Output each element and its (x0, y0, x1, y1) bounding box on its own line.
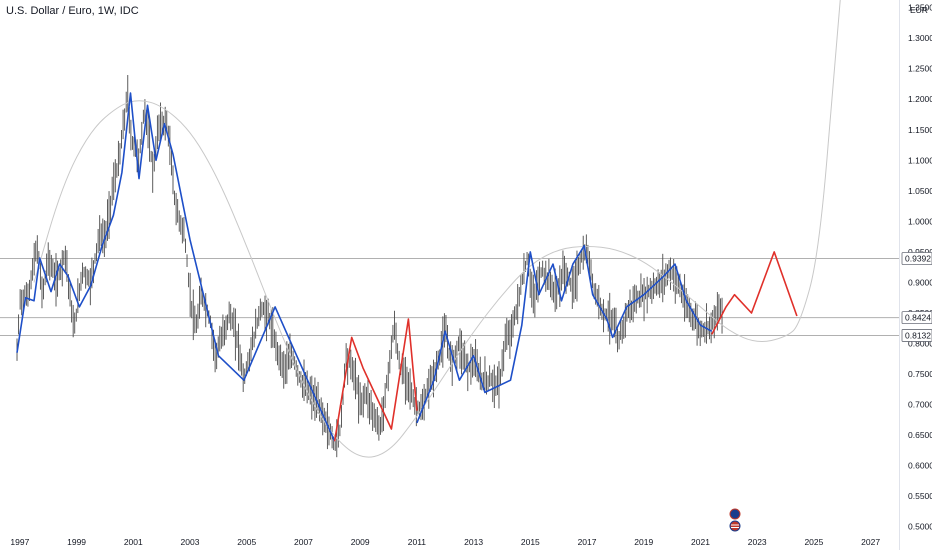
level-label-box (901, 311, 932, 325)
y-tick-label: 0.7000 (908, 400, 932, 410)
x-tick-label: 2013 (464, 537, 483, 547)
x-tick-label: 2025 (804, 537, 823, 547)
level-label: 0.9392 (905, 254, 931, 264)
y-tick-label: 0.7500 (908, 369, 932, 379)
y-tick-label: 0.8000 (908, 339, 932, 349)
cycle-arc-curve[interactable] (33, 0, 857, 458)
wave-line-blue[interactable] (416, 245, 713, 424)
wave-line-red[interactable] (333, 318, 418, 442)
y-tick-label: 1.3000 (908, 33, 932, 43)
y-tick-label: 0.5000 (908, 522, 932, 532)
level-label-box (901, 252, 932, 265)
level-label-box (901, 329, 932, 342)
level-labels: 0.9392 0.8424 0.8132 (901, 252, 932, 342)
y-tick-label: 1.1000 (908, 155, 932, 165)
event-icon[interactable] (729, 508, 741, 520)
y-tick-label: 0.6000 (908, 461, 932, 471)
x-tick-label: 2023 (748, 537, 767, 547)
x-tick-label: 1997 (10, 537, 29, 547)
horizontal-levels[interactable] (0, 258, 899, 336)
event-markers[interactable] (729, 508, 741, 532)
x-tick-label: 2011 (408, 537, 427, 547)
y-tick-label: 0.9500 (908, 247, 932, 257)
x-tick-label: 2005 (237, 537, 256, 547)
x-tick-label: 2019 (634, 537, 653, 547)
y-tick-label: 0.9000 (908, 277, 932, 287)
x-tick-label: 2003 (181, 537, 200, 547)
us-flag-icon[interactable] (729, 520, 741, 532)
y-tick-label: 1.3500 (908, 3, 932, 13)
x-tick-label: 2001 (124, 537, 143, 547)
x-tick-label: 2007 (294, 537, 313, 547)
time-axis[interactable]: 1997 1999 2001 2003 2005 2007 2009 2011 2013 2015… (10, 537, 880, 547)
x-tick-label: 2015 (521, 537, 540, 547)
wave-line-red[interactable] (711, 251, 798, 335)
y-tick-label: 0.5500 (908, 491, 932, 501)
level-label: 0.8132 (905, 330, 931, 340)
wave-line-blue[interactable] (16, 92, 336, 442)
y-tick-label: 0.6500 (908, 430, 932, 440)
y-tick-label: 1.2500 (908, 64, 932, 74)
x-tick-label: 2009 (351, 537, 370, 547)
currency-label: EUR (910, 5, 928, 15)
y-tick-label: 1.0000 (908, 216, 932, 226)
price-axis[interactable]: 1.3500 1.3000 1.2500 1.2000 1.1500 1.1000 1.05… (908, 3, 932, 532)
level-label: 0.8424 (905, 313, 931, 323)
y-tick-label: 1.1500 (908, 125, 932, 135)
x-tick-label: 2027 (861, 537, 880, 547)
x-tick-label: 2021 (691, 537, 710, 547)
chart-title: U.S. Dollar / Euro, 1W, IDC (6, 5, 139, 17)
x-tick-label: 2017 (578, 537, 597, 547)
x-tick-label: 1999 (67, 537, 86, 547)
y-tick-label: 1.2000 (908, 94, 932, 104)
y-tick-label: 1.0500 (908, 186, 932, 196)
wave-lines[interactable] (16, 92, 798, 442)
